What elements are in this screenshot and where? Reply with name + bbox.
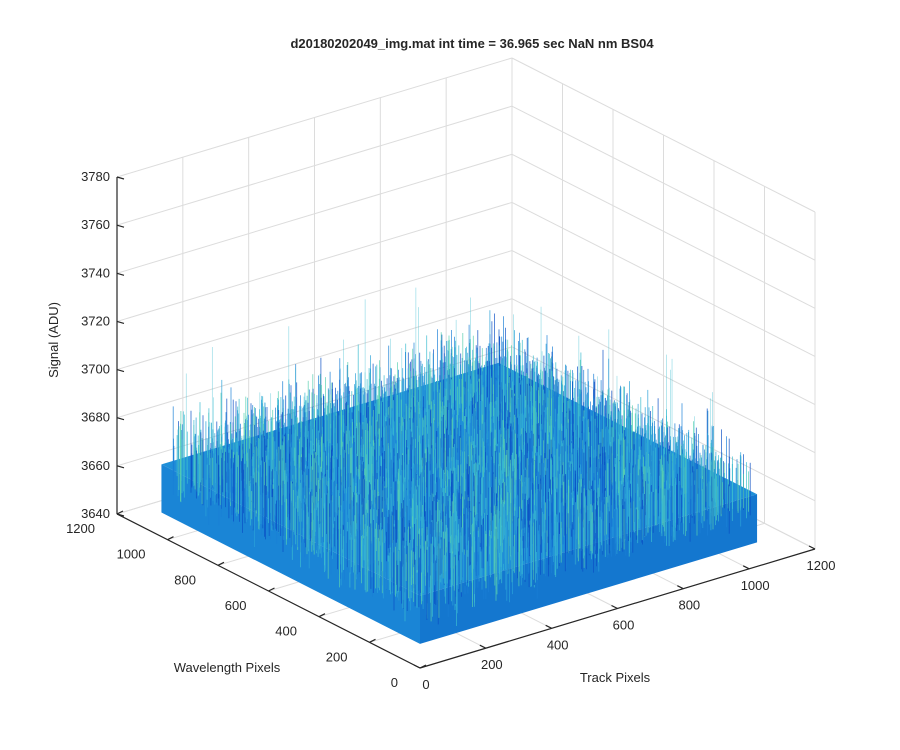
y-tick-label: 800 (174, 572, 196, 587)
x-tick (742, 565, 750, 570)
grid-line (116, 201, 513, 322)
x-tick (413, 664, 421, 669)
z-tick (116, 368, 125, 373)
x-tick-label: 1000 (741, 578, 770, 593)
z-tick-label: 3740 (81, 265, 110, 280)
y-tick-label: 0 (391, 675, 398, 690)
x-tick-label: 600 (613, 618, 635, 633)
z-tick (116, 224, 125, 228)
grid-line (511, 250, 816, 406)
y-tick (419, 664, 427, 669)
z-tick-label: 3660 (81, 458, 110, 473)
x-tick (545, 624, 552, 629)
grid-line (116, 298, 513, 419)
surface-side-left (161, 464, 420, 644)
x-tick-label: 1200 (807, 558, 836, 573)
z-tick (116, 465, 125, 469)
y-tick-label: 600 (225, 598, 247, 613)
grid-line (511, 201, 816, 357)
axes (116, 176, 816, 669)
tick-labels: 0 200 400 600 800 1000 1200 0 200 400 600 800 1000 12… (66, 169, 835, 692)
y-tick-label: 200 (326, 649, 348, 664)
z-tick (116, 272, 125, 276)
chart-title: d20180202049_img.mat int time = 36.965 s… (290, 36, 654, 51)
x-tick (479, 644, 487, 649)
grid-line (116, 250, 513, 371)
grid-line (116, 105, 513, 226)
z-axis-title: Signal (ADU) (46, 302, 61, 378)
grid-line (511, 57, 816, 213)
z-tick (116, 320, 125, 325)
grid-line (511, 346, 816, 502)
z-tick-label: 3680 (81, 410, 110, 425)
x-tick (611, 604, 618, 610)
y-tick (217, 561, 225, 566)
y-tick (116, 510, 124, 515)
grid-line (116, 153, 513, 274)
z-tick-label: 3700 (81, 362, 110, 377)
z-tick-label: 3760 (81, 217, 110, 232)
grid-line (116, 57, 513, 178)
y-tick-label: 1200 (66, 521, 95, 536)
z-tick (116, 176, 125, 180)
y-tick (167, 536, 174, 541)
x-tick-label: 400 (547, 637, 569, 652)
x-tick-label: 0 (422, 677, 429, 692)
z-tick-label: 3720 (81, 313, 110, 328)
z-tick (116, 417, 125, 421)
x-axis-title: Track Pixels (580, 670, 651, 685)
y-tick (369, 638, 376, 643)
grid-line (511, 153, 816, 309)
x-tick (677, 585, 684, 590)
x-tick-label: 800 (678, 598, 700, 613)
y-tick-label: 400 (275, 624, 297, 639)
z-tick-label: 3640 (81, 506, 110, 521)
y-axis-title: Wavelength Pixels (174, 660, 281, 675)
z-tick-label: 3780 (81, 169, 110, 184)
y-tick-label: 1000 (117, 547, 146, 562)
y-tick (268, 587, 275, 592)
x-tick (808, 545, 816, 550)
x-tick-label: 200 (481, 657, 503, 672)
grid-line (511, 105, 816, 261)
grid-line (511, 298, 816, 454)
y-tick (318, 613, 326, 618)
surface-plot (161, 287, 758, 644)
z-tick (116, 513, 125, 517)
